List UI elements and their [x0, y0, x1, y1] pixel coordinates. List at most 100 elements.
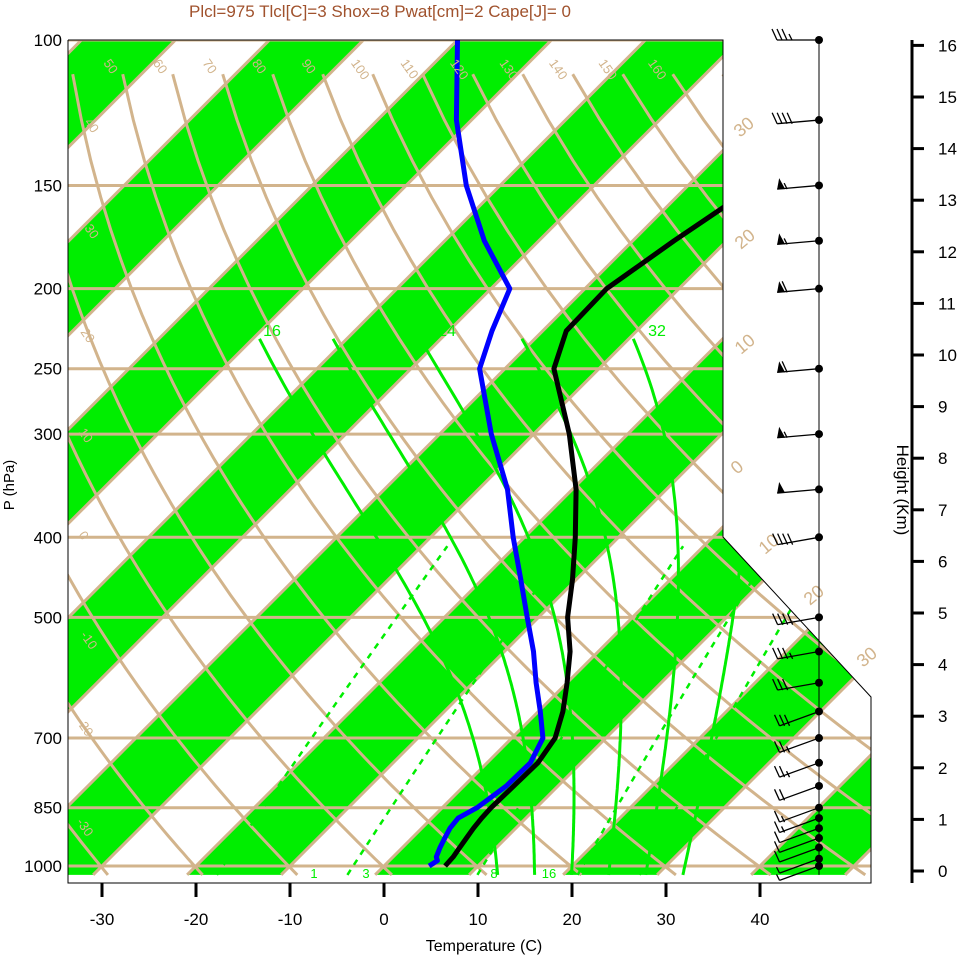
x-tick-label: -20 — [184, 910, 209, 929]
wind-barb-full — [773, 810, 781, 823]
wind-barb-staff — [779, 785, 820, 801]
dry-adiabat — [68, 74, 299, 876]
x-tick-label: 30 — [657, 910, 676, 929]
wind-barb-staff — [779, 865, 820, 881]
dry-adiabat — [68, 74, 204, 876]
isotherm-label: 90 — [299, 56, 320, 76]
wind-barb-full — [782, 533, 789, 545]
wind-barb-staff — [777, 536, 820, 546]
height-tick-label: 11 — [938, 294, 956, 313]
wind-barb-half — [775, 874, 781, 881]
isotherm-label: 60 — [150, 56, 171, 76]
height-tick-label: 13 — [938, 191, 957, 210]
dry-adiabat — [71, 73, 583, 877]
isotherm-label-left: 20 — [78, 325, 99, 345]
wind-barb-full — [773, 850, 781, 863]
isotherm-label-right: 20 — [731, 225, 759, 253]
wind-barb-full — [773, 741, 781, 753]
wind-barb-staff — [777, 616, 820, 626]
height-tick-label: 15 — [938, 88, 957, 107]
temperature-band — [187, 40, 871, 875]
wind-pennant — [777, 482, 786, 494]
mixing-ratio-label: 16 — [542, 866, 556, 881]
temperature-band — [68, 40, 740, 875]
height-tick-label: 12 — [938, 243, 957, 262]
wind-barb-full — [773, 789, 781, 801]
wind-barb-full — [786, 112, 793, 124]
x-tick-label: 10 — [469, 910, 488, 929]
pressure-tick-label: 700 — [34, 729, 62, 748]
moist-adiabat — [258, 338, 500, 876]
wind-barb-full — [782, 678, 789, 691]
x-tick-label: -10 — [278, 910, 303, 929]
isotherm-line — [68, 40, 741, 876]
wind-barbs — [771, 28, 823, 881]
wind-barb-full — [773, 821, 781, 833]
moist-adiabat-label: 16 — [263, 323, 281, 340]
moist-adiabat — [631, 338, 680, 876]
dry-adiabat — [68, 73, 488, 877]
wind-barb-half — [775, 866, 781, 874]
temperature-profile — [443, 40, 871, 868]
wind-barb-full — [782, 613, 789, 625]
wind-barb-half — [789, 652, 794, 660]
wind-barb-full — [776, 112, 783, 124]
wind-barb-full — [783, 714, 791, 727]
pressure-tick-label: 400 — [34, 528, 62, 547]
wind-barb-staff — [779, 710, 820, 727]
wind-pennant — [777, 178, 786, 190]
y-axis-label: P (hPa) — [1, 460, 18, 511]
temperature-band — [68, 40, 871, 875]
pressure-tick-label: 150 — [34, 176, 62, 195]
wind-barb-full — [781, 361, 788, 373]
height-tick-label: 6 — [938, 552, 947, 571]
wind-barb-staff — [779, 807, 820, 823]
pressure-tick-label: 100 — [34, 31, 62, 50]
height-tick-label: 16 — [938, 36, 957, 55]
wind-barb-half — [780, 826, 786, 833]
isotherm-label-left: 40 — [82, 115, 103, 135]
isotherm-label: 50 — [101, 56, 122, 76]
isotherm-label: 140 — [546, 56, 571, 82]
wind-pennant — [777, 233, 786, 245]
wind-barb-full — [778, 741, 786, 753]
height-tick-label: 5 — [938, 604, 947, 623]
wind-barb-half — [785, 746, 791, 753]
wind-barb-full — [781, 28, 788, 41]
sounding-profiles — [427, 40, 871, 869]
wind-barb-half — [783, 431, 788, 439]
isotherm-label-right: 20 — [800, 581, 828, 609]
height-tick-label: 10 — [938, 346, 957, 365]
height-tick-label: 7 — [938, 501, 947, 520]
wind-barb-full — [777, 647, 784, 660]
wind-barb-half — [785, 770, 791, 778]
height-tick-label: 8 — [938, 449, 947, 468]
isotherm-line — [68, 40, 459, 876]
isotherm-label: 80 — [249, 56, 270, 76]
height-tick-label: 0 — [938, 862, 947, 881]
wind-barb-staff — [777, 682, 820, 691]
dry-adiabat — [68, 74, 393, 876]
wind-barb-full — [781, 281, 788, 293]
wind-barb-full — [772, 533, 779, 545]
wind-barb-full — [771, 112, 778, 124]
wind-barb-staff — [779, 737, 820, 754]
isotherm-line — [68, 40, 365, 876]
isotherm-line — [562, 40, 871, 876]
wind-barb-full — [778, 765, 786, 778]
wind-barb-full — [787, 533, 794, 545]
mixing-ratio-line — [576, 545, 775, 876]
height-tick-label: 4 — [938, 656, 947, 675]
plot-border — [67, 39, 872, 884]
isotherm-line — [68, 40, 647, 876]
wind-barb-full — [772, 647, 779, 660]
wind-barb-full — [772, 678, 779, 691]
x-tick-label: 40 — [751, 910, 770, 929]
dry-adiabat — [121, 73, 677, 877]
mixing-ratio-label: 1 — [310, 866, 317, 881]
isotherm-label-right: 30 — [730, 113, 758, 141]
chart-title: Plcl=975 Tlcl[C]=3 Shox=8 Pwat[cm]=2 Cap… — [189, 2, 571, 21]
isotherm-label: 100 — [348, 56, 373, 82]
